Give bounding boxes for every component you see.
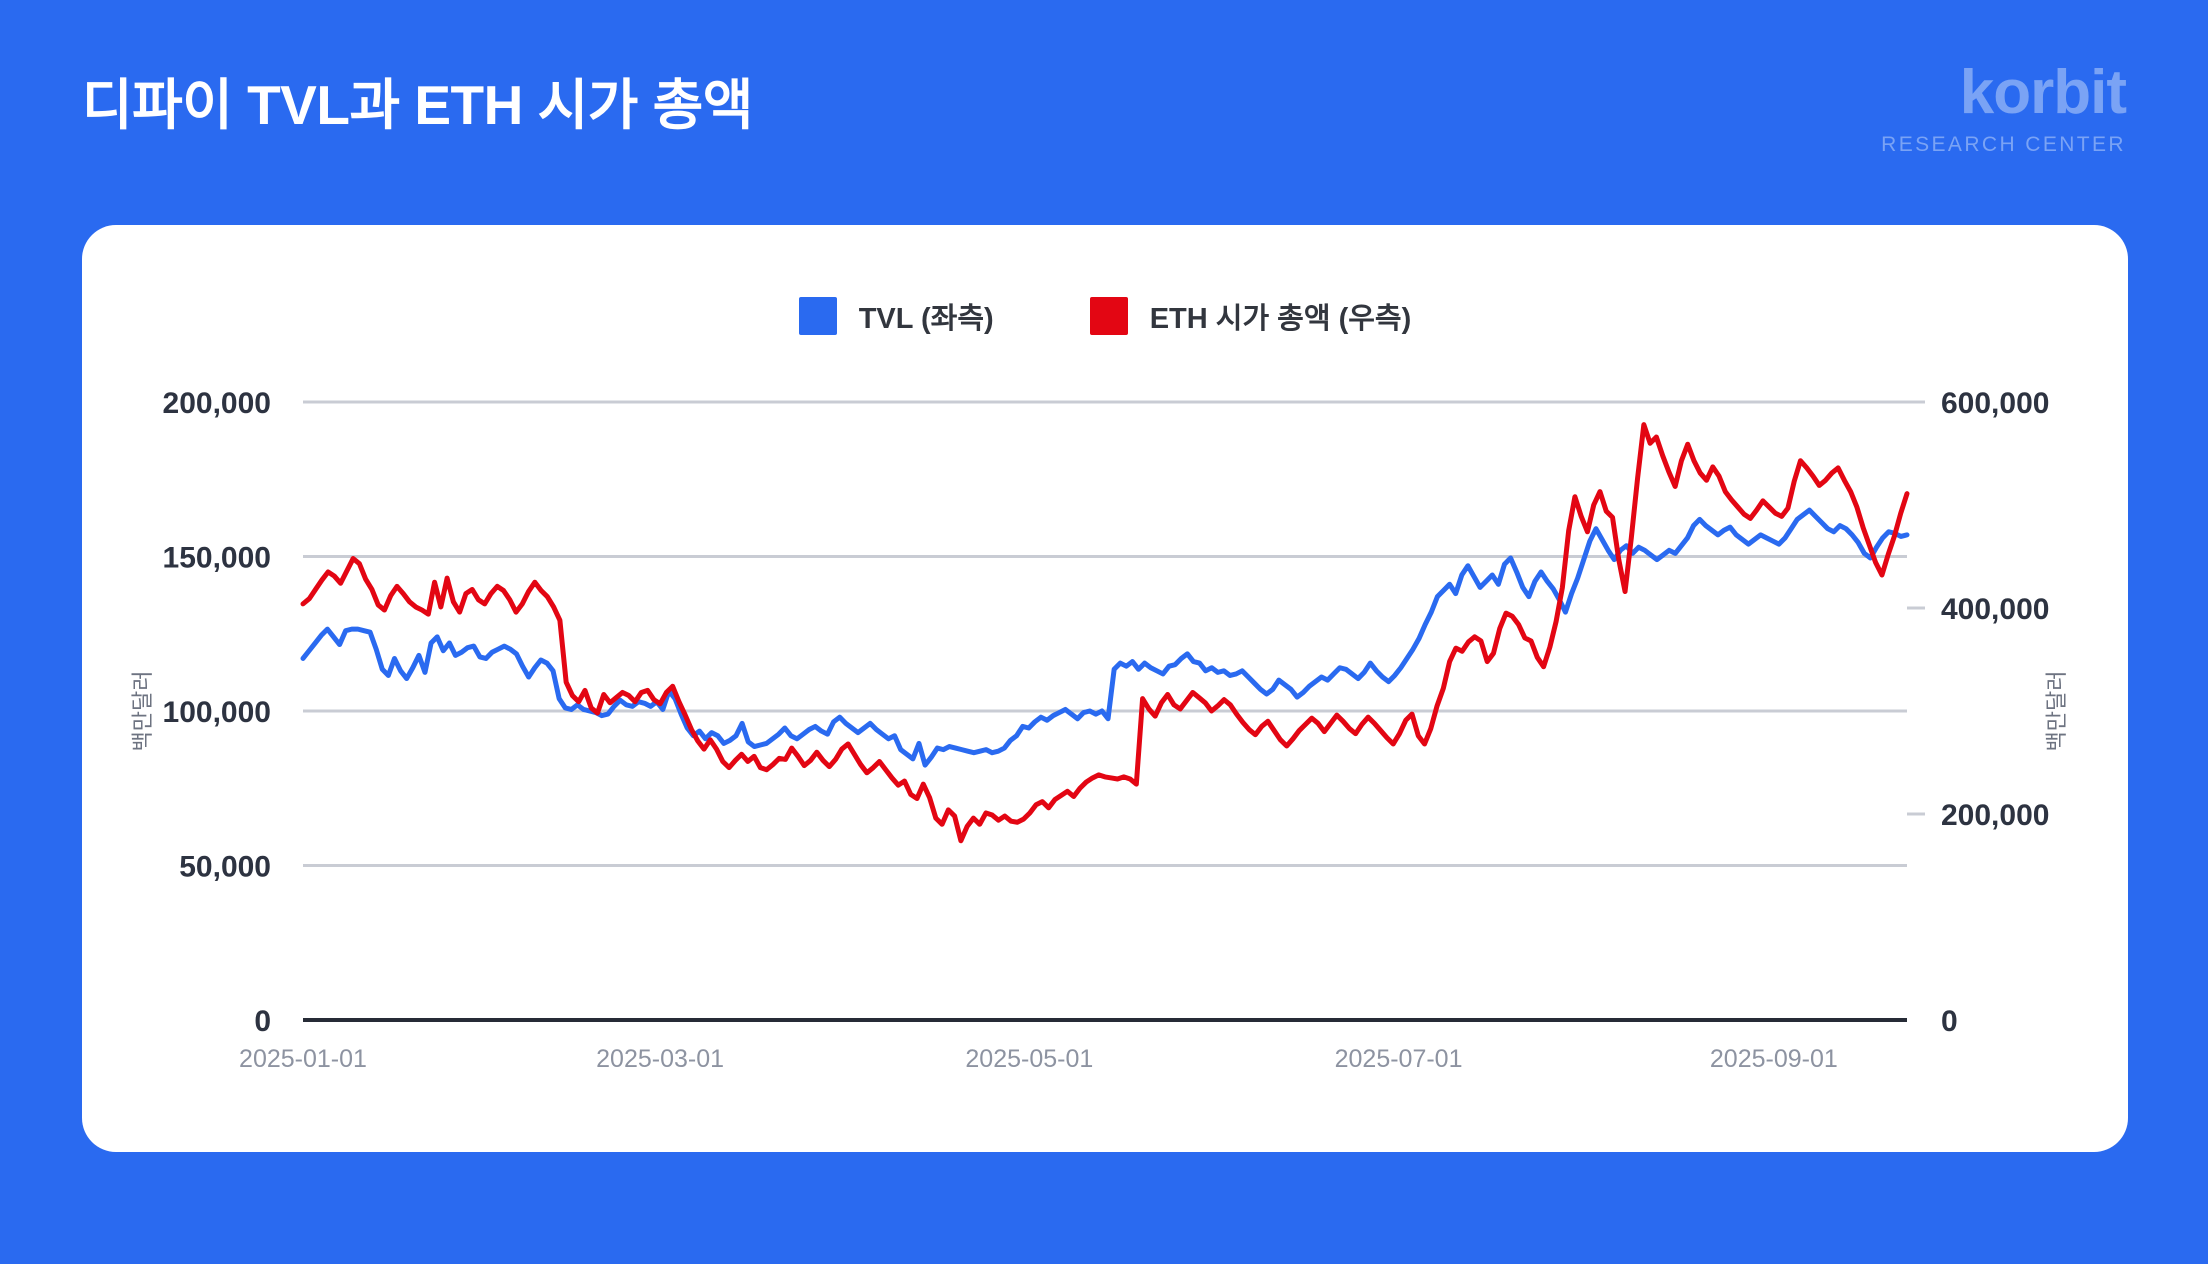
right-axis-tick-label: 400,000 [1941, 593, 2049, 626]
legend-label-eth-marketcap: ETH 시가 총액 (우측) [1149, 303, 1412, 335]
x-axis-tick-label: 2025-03-01 [596, 1045, 724, 1073]
brand-subtitle: RESEARCH CENTER [1881, 133, 2126, 156]
plot-area: 0 50,000 100,000 150,000 200,000 0 200,000 400… [82, 225, 2128, 1152]
x-axis-tick-label: 2025-05-01 [965, 1045, 1093, 1073]
legend-item-eth-marketcap[interactable]: ETH 시가 총액 (우측) [1089, 295, 1412, 337]
right-axis-title: 백만달러 [2044, 671, 2069, 752]
chart-card: TVL (좌측) ETH 시가 총액 (우측) 0 50,000 100,000 15… [82, 225, 2128, 1152]
series-line [300, 422, 1910, 844]
left-axis-tick-label: 200,000 [163, 387, 271, 420]
chart-svg: 0 50,000 100,000 150,000 200,000 0 200,000 400… [130, 387, 2069, 1073]
chart-legend: TVL (좌측) ETH 시가 총액 (우측) [82, 295, 2128, 337]
series-line [300, 507, 1910, 768]
right-axis-tick-label: 200,000 [1941, 799, 2049, 832]
page-header: 디파이 TVL과 ETH 시가 총액 korbit RESEARCH CENTE… [0, 0, 2208, 225]
brand-name: korbit [1959, 58, 2127, 127]
x-axis-tick-label: 2025-09-01 [1710, 1045, 1838, 1073]
x-axis-tick-label: 2025-01-01 [239, 1045, 367, 1073]
page-title: 디파이 TVL과 ETH 시가 총액 [82, 74, 753, 136]
series-lines [300, 422, 1910, 844]
left-axis-tick-label: 50,000 [179, 851, 271, 884]
right-axis-tick-label: 0 [1941, 1005, 1958, 1038]
legend-swatch-tvl [798, 297, 837, 335]
left-axis-tick-label: 0 [254, 1005, 271, 1038]
right-axis-ticks: 0 200,000 400,000 600,000 [1907, 387, 2049, 1038]
x-axis-ticks: 2025-01-01 2025-03-01 2025-05-01 2025-07-01… [239, 1045, 1838, 1073]
brand-logo: korbit RESEARCH CENTER [1881, 58, 2127, 156]
x-axis-tick-label: 2025-07-01 [1335, 1045, 1463, 1073]
right-axis-tick-label: 600,000 [1941, 387, 2049, 420]
legend-item-tvl[interactable]: TVL (좌측) [798, 295, 994, 337]
left-axis-ticks: 0 50,000 100,000 150,000 200,000 [163, 387, 271, 1038]
left-axis-tick-label: 150,000 [163, 542, 271, 575]
legend-swatch-eth-marketcap [1089, 297, 1128, 335]
legend-label-tvl: TVL (좌측) [858, 303, 994, 335]
left-axis-title: 백만달러 [130, 671, 155, 752]
axis-titles: 백만달러 백만달러 [130, 671, 2069, 752]
left-axis-tick-label: 100,000 [163, 696, 271, 729]
